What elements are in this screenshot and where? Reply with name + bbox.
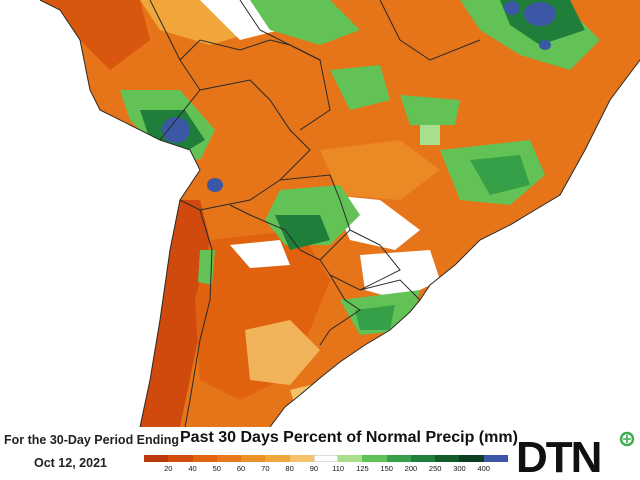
color-scale-bar <box>144 455 508 462</box>
period-date: Oct 12, 2021 <box>34 456 107 470</box>
color-scale-tick-label: 20 <box>164 464 173 473</box>
color-scale-tick-label: 70 <box>261 464 270 473</box>
color-scale-swatch <box>362 455 387 462</box>
precip-map <box>39 0 640 427</box>
dtn-logo: DTN <box>516 431 635 476</box>
color-scale-swatch <box>313 455 339 462</box>
color-scale-swatch <box>410 455 436 462</box>
color-scale-swatch <box>435 455 460 462</box>
dtn-logo-cross-icon <box>623 435 631 443</box>
color-scale-tick-label: 400 <box>477 464 490 473</box>
color-scale-swatch <box>338 455 363 462</box>
color-scale-swatch <box>168 455 193 462</box>
color-scale-swatch <box>144 455 169 462</box>
color-scale-tick-label: 60 <box>236 464 246 473</box>
color-scale-ticks: 20 40 50 60 70 80 90 110 125 150 200 250 300 400 <box>144 464 508 476</box>
color-scale-swatch <box>386 455 411 462</box>
color-scale-tick-label: 90 <box>309 464 319 473</box>
color-scale-tick-label: 250 <box>428 464 442 473</box>
color-scale-tick-label: 110 <box>332 464 345 473</box>
dtn-logo-text: DTN <box>516 433 600 476</box>
country-borders <box>39 0 640 427</box>
color-scale-tick-label: 50 <box>212 464 221 473</box>
color-scale-tick-label: 300 <box>453 464 466 473</box>
color-scale-swatch <box>289 455 314 462</box>
color-scale-tick-label: 40 <box>188 464 197 473</box>
dtn-logo-dot-icon <box>619 431 635 447</box>
color-scale-tick-label: 125 <box>356 464 369 473</box>
color-scale-tick-label: 150 <box>380 464 393 473</box>
color-scale-tick-label: 80 <box>285 464 294 473</box>
legend-title: Past 30 Days Percent of Normal Precip (m… <box>180 429 518 446</box>
color-scale-swatch <box>241 455 266 462</box>
period-label: For the 30-Day Period Ending <box>4 433 180 447</box>
color-scale-swatch <box>192 455 217 462</box>
color-scale-swatch <box>265 455 290 462</box>
color-scale-swatch <box>459 455 484 462</box>
color-scale-swatch <box>216 455 242 462</box>
color-scale-tick-label: 200 <box>404 464 418 473</box>
legend-footer: For the 30-Day Period Ending Oct 12, 202… <box>0 427 640 480</box>
color-scale-swatch <box>483 455 508 462</box>
